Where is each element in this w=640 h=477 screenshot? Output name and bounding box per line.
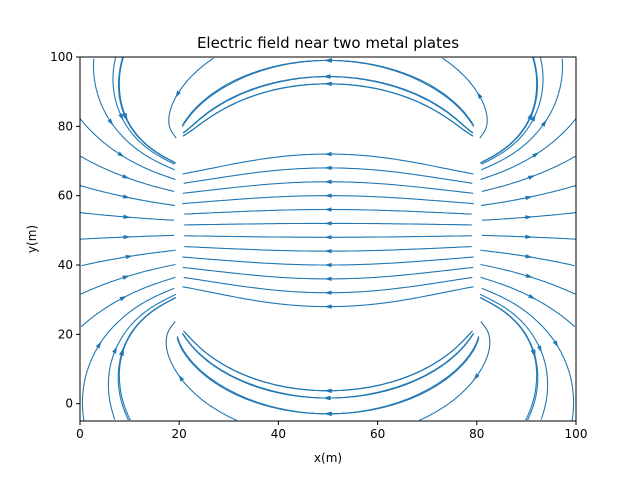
streamline-arrow [324, 193, 332, 198]
streamline-arrow [531, 349, 536, 357]
streamline-arrow [324, 151, 332, 157]
streamline-arrow [324, 179, 332, 184]
streamline-arrow [525, 215, 533, 220]
x-tick-label: 0 [76, 427, 84, 441]
streamline-arrow [552, 340, 559, 348]
streamline-arrow [125, 254, 133, 260]
plot-frame [79, 56, 577, 422]
streamline-arrow [117, 151, 125, 158]
streamline-arrow [530, 114, 536, 122]
y-tick-label: 40 [58, 258, 73, 272]
streamline-arrow [324, 276, 332, 282]
x-axis-label: x(m) [314, 451, 342, 465]
streamline-arrow [476, 91, 483, 100]
streamline-arrow [324, 221, 332, 226]
y-axis-ticks: 0 20 40 60 80 100 [50, 50, 80, 411]
x-tick-label: 60 [370, 427, 385, 441]
streamline-arrow [122, 275, 130, 280]
streamline-arrow [324, 248, 332, 254]
streamline-arrow [324, 207, 332, 212]
x-tick-label: 80 [469, 427, 484, 441]
streamline-arrow [178, 374, 185, 382]
streamline-arrow [525, 273, 533, 278]
streamline-arrow [324, 81, 332, 86]
streamline-arrow [473, 373, 480, 381]
streamline-arrow [324, 235, 332, 240]
streamline-arrow [112, 346, 118, 354]
streamline-arrow [121, 112, 127, 121]
streamline-arrow [324, 262, 332, 268]
x-tick-label: 40 [271, 427, 286, 441]
y-tick-label: 20 [58, 327, 73, 341]
x-tick-label: 100 [565, 427, 588, 441]
streamline-arrow [525, 234, 533, 239]
x-tick-label: 20 [172, 427, 187, 441]
y-tick-label: 80 [58, 119, 73, 133]
y-tick-label: 60 [58, 189, 73, 203]
streamline-arrow [95, 341, 102, 349]
streamline-arrow [532, 152, 540, 158]
streamline-arrow [528, 293, 536, 300]
streamline-arrow [123, 214, 131, 219]
streamline-arrow [122, 174, 130, 179]
streamline-arrow [525, 195, 533, 201]
streamline-arrow [323, 395, 331, 401]
streamline-arrow [123, 234, 131, 240]
x-axis-ticks: 0 20 40 60 80 100 [76, 421, 587, 441]
streamline-arrow [122, 194, 131, 199]
y-axis-label: y(m) [25, 225, 39, 253]
streamline-arrow [119, 295, 127, 302]
streamline-arrow [324, 304, 332, 309]
streamline-arrow [324, 411, 332, 416]
streamline-arrow [175, 90, 181, 98]
streamline-arrow [537, 345, 542, 353]
streamline-arrow [527, 175, 536, 180]
y-tick-label: 100 [50, 50, 73, 64]
streamline-arrow [528, 112, 533, 120]
streamline-arrow [324, 58, 333, 63]
streamline-arrow [107, 118, 114, 126]
streamline-arrow [525, 254, 533, 259]
streamline-arrow [324, 388, 332, 393]
streamline-arrow [324, 290, 332, 295]
chart-title: Electric field near two metal plates [197, 34, 459, 52]
streamline-arrow [324, 165, 332, 171]
streamline-arrow [540, 119, 547, 127]
y-tick-label: 0 [65, 397, 73, 411]
streamline-arrow [323, 74, 331, 79]
arrows-group [95, 58, 559, 417]
streamline-arrow [118, 348, 124, 356]
